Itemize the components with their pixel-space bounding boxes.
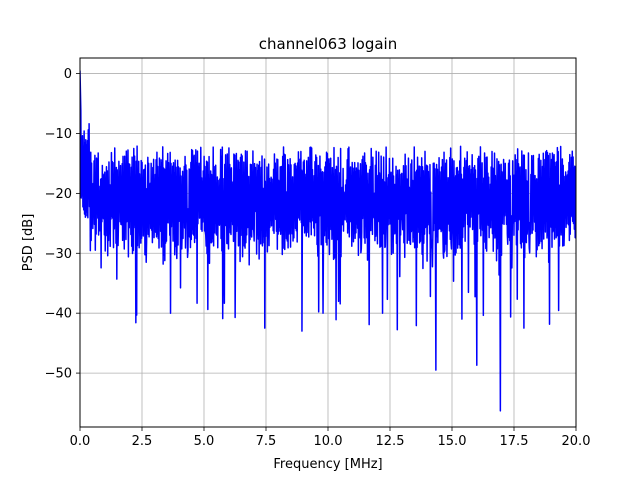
y-tick-label: −10 (45, 127, 72, 142)
x-tick-label: 20.0 (562, 434, 591, 449)
y-tick-label: 0 (64, 67, 72, 82)
y-tick-label: −20 (45, 187, 72, 202)
x-tick-label: 17.5 (500, 434, 529, 449)
x-tick-label: 15.0 (438, 434, 467, 449)
y-tick-label: −30 (45, 247, 72, 262)
x-tick-label: 12.5 (376, 434, 405, 449)
y-axis-label: PSD [dB] (21, 214, 36, 272)
x-tick-label: 10.0 (314, 434, 343, 449)
y-axis-ticks: 0 −10 −20 −30 −40 −50 (45, 67, 80, 382)
x-tick-label: 7.5 (256, 434, 277, 449)
series-layer (80, 70, 576, 412)
y-tick-label: −40 (45, 307, 72, 322)
x-axis-label: Frequency [MHz] (273, 457, 382, 472)
x-tick-label: 0.0 (70, 434, 91, 449)
psd-series-line (80, 70, 576, 412)
chart-title: channel063 logain (259, 35, 398, 53)
x-axis-ticks: 0.0 2.5 5.0 7.5 10.0 12.5 15.0 17.5 20.0 (70, 427, 591, 449)
y-tick-label: −50 (45, 367, 72, 382)
x-tick-label: 2.5 (132, 434, 153, 449)
x-tick-label: 5.0 (194, 434, 215, 449)
